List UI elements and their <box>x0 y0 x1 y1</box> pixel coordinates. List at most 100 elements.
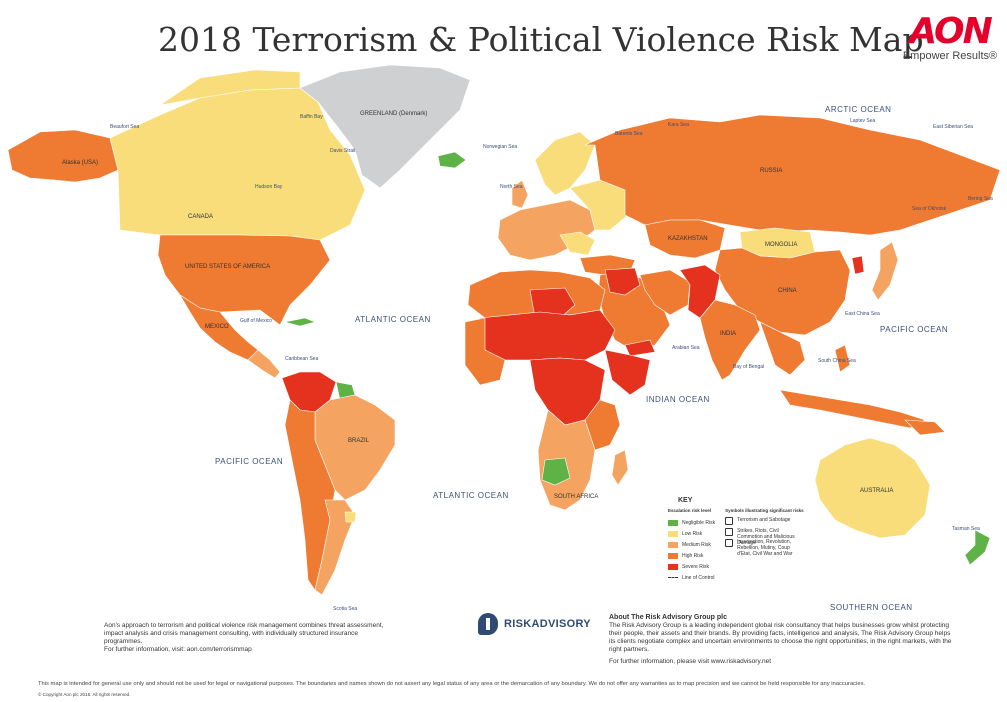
sea-label-laptev: Laptev Sea <box>850 118 876 124</box>
riskadvisory-logo-text: RISKADVISORY <box>504 618 591 630</box>
region-central-america <box>247 349 281 379</box>
region-usa <box>157 234 331 326</box>
sea-label-east-china: East China Sea <box>845 311 880 317</box>
aon-logo: AON Empower Results® <box>900 11 1000 63</box>
swatch-medium <box>668 541 678 548</box>
line-of-control-icon <box>668 577 678 578</box>
region-australia <box>814 437 931 539</box>
region-philippines <box>834 344 851 373</box>
sea-label-barents: Barents Sea <box>615 131 643 137</box>
key-symbols: Symbols illustrating significant risks T… <box>725 508 805 583</box>
title-year: 2018 <box>158 20 242 59</box>
country-label-usa: UNITED STATES OF AMERICA <box>185 264 270 270</box>
sea-label-bering: Bering Sea <box>968 196 993 202</box>
key-symbol-terrorism: Terrorism and Sabotage <box>725 517 805 528</box>
ocean-label-north-atlantic: ATLANTIC OCEAN <box>355 315 431 324</box>
region-new-zealand <box>964 529 991 566</box>
region-iran <box>639 269 691 316</box>
region-russia <box>584 114 1001 236</box>
aon-logo-tagline: Empower Results® <box>902 50 998 62</box>
key-title: KEY <box>678 497 693 504</box>
region-syria-iraq <box>604 267 641 296</box>
region-alaska <box>7 129 119 183</box>
region-madagascar <box>611 449 629 486</box>
country-label-greenland: GREENLAND (Denmark) <box>360 111 427 117</box>
region-north-korea <box>851 255 865 275</box>
ocean-label-indian: INDIAN OCEAN <box>646 395 710 404</box>
disclaimer: This map is intended for general use onl… <box>38 681 866 687</box>
key-row-line-of-control: Line of Control <box>668 572 715 583</box>
swatch-severe <box>668 563 678 570</box>
sea-label-norwegian: Norwegian Sea <box>483 144 517 150</box>
sea-label-kara: Kara Sea <box>668 122 689 128</box>
sea-label-hudson: Hudson Bay <box>255 184 283 190</box>
ocean-label-west-pacific: PACIFIC OCEAN <box>880 325 948 334</box>
key-symbol-strikes: Strikes, Riots, Civil Commotion and Mali… <box>725 528 805 546</box>
country-label-canada: CANADA <box>188 214 213 220</box>
region-greenland <box>299 64 471 189</box>
map-title: 2018 Terrorism & Political Violence Risk… <box>158 20 924 59</box>
key-levels: Escalation risk level Negligible Risk Lo… <box>668 508 715 583</box>
sea-label-south-china: South China Sea <box>818 358 856 364</box>
key-row-high: High Risk <box>668 550 715 561</box>
region-botswana <box>541 457 571 486</box>
key-label-line-of-control: Line of Control <box>682 574 715 581</box>
war-icon <box>725 539 734 547</box>
sea-label-bengal: Bay of Bengal <box>733 364 764 370</box>
title-text: Terrorism & Political Violence Risk Map <box>252 20 924 59</box>
region-uruguay <box>344 511 357 523</box>
aon-approach-text: Aon's approach to terrorism and politica… <box>104 622 384 654</box>
sea-label-arabian: Arabian Sea <box>672 345 700 351</box>
approach-link[interactable]: For further information, visit: aon.com/… <box>104 646 252 653</box>
region-west-africa <box>464 317 506 386</box>
key-label-high: High Risk <box>682 552 704 559</box>
key-symbol-label-terrorism: Terrorism and Sabotage <box>737 517 791 523</box>
region-japan <box>871 241 899 301</box>
region-uk-ireland <box>511 179 529 209</box>
country-label-china: CHINA <box>778 288 797 294</box>
strikes-riots-icon <box>725 528 734 536</box>
country-label-brazil: BRAZIL <box>348 438 370 444</box>
approach-body: Aon's approach to terrorism and politica… <box>104 622 384 645</box>
aon-logo-brand: AON <box>909 11 993 52</box>
country-label-mongolia: MONGOLIA <box>765 242 797 248</box>
region-india <box>699 299 761 381</box>
about-riskadvisory: About The Risk Advisory Group plc The Ri… <box>609 614 954 666</box>
map-key: KEY Escalation risk level Negligible Ris… <box>668 497 818 583</box>
about-title: About The Risk Advisory Group plc <box>609 614 727 621</box>
key-label-low: Low Risk <box>682 530 703 537</box>
region-cuba <box>284 317 316 327</box>
key-label-medium: Medium Risk <box>682 541 711 548</box>
region-sahel <box>479 309 616 361</box>
terrorism-icon <box>725 517 734 525</box>
region-arctic-islands <box>159 69 301 106</box>
ocean-label-east-pacific: PACIFIC OCEAN <box>215 457 283 466</box>
key-levels-heading: Escalation risk level <box>668 508 712 513</box>
swatch-negligible <box>668 519 678 526</box>
sea-label-beaufort: Beaufort Sea <box>110 124 139 130</box>
key-symbols-heading: Symbols illustrating significant risks <box>725 508 804 513</box>
copyright: © Copyright Aon plc 2018. All rights res… <box>38 692 131 697</box>
world-map: ATLANTIC OCEAN PACIFIC OCEAN ATLANTIC OC… <box>7 64 1001 612</box>
country-label-alaska: Alaska (USA) <box>62 160 98 166</box>
region-argentina <box>314 499 356 596</box>
key-symbol-label-war: Insurrection, Revolution, Rebellion, Mut… <box>737 539 793 557</box>
country-label-russia: RUSSIA <box>760 168 782 174</box>
ocean-label-arctic: ARCTIC OCEAN <box>825 105 891 114</box>
sea-label-gulf-mexico: Gulf of Mexico <box>240 318 272 324</box>
sea-label-east-siberian: East Siberian Sea <box>933 124 973 130</box>
region-horn-africa <box>604 349 651 396</box>
country-label-australia: AUSTRALIA <box>860 488 893 494</box>
key-row-low: Low Risk <box>668 528 715 539</box>
key-row-severe: Severe Risk <box>668 561 715 572</box>
sea-label-caribbean: Caribbean Sea <box>285 356 319 362</box>
swatch-low <box>668 530 678 537</box>
region-southeast-asia <box>759 321 806 376</box>
sea-label-baffin: Baffin Bay <box>300 114 323 120</box>
about-body: The Risk Advisory Group is a leading ind… <box>609 622 952 653</box>
sea-label-tasman: Tasman Sea <box>952 526 980 532</box>
key-symbol-war: Insurrection, Revolution, Rebellion, Mut… <box>725 539 805 559</box>
key-row-negligible: Negligible Risk <box>668 517 715 528</box>
region-southern-africa <box>537 409 596 511</box>
about-visit-link[interactable]: For further information, please visit ww… <box>609 658 772 665</box>
